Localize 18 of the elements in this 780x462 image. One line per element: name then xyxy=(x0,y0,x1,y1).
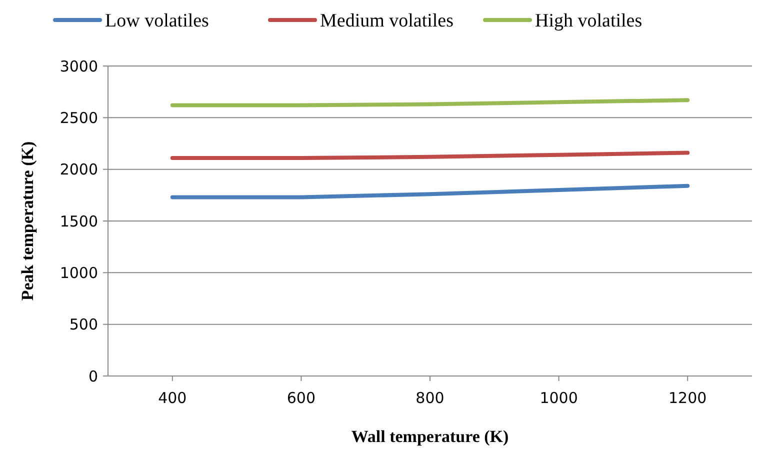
legend-label: Low volatiles xyxy=(105,10,209,32)
y-tick-label: 1000 xyxy=(60,264,98,282)
x-axis-title: Wall temperature (K) xyxy=(351,427,509,446)
x-tick-label: 400 xyxy=(158,389,187,407)
y-tick-label: 500 xyxy=(69,316,98,334)
y-tick-label: 2000 xyxy=(60,160,98,179)
y-axis-title: Peak temperature (K) xyxy=(18,141,37,301)
y-tick-label: 3000 xyxy=(60,57,98,76)
legend-label: High volatiles xyxy=(535,10,642,32)
x-tick-label: 1200 xyxy=(668,389,707,407)
x-tick-label: 600 xyxy=(286,389,316,407)
legend-label: Medium volatiles xyxy=(320,10,454,32)
y-tick-label: 1500 xyxy=(60,212,98,230)
line-series xyxy=(170,184,690,200)
y-tick-label: 0 xyxy=(88,367,98,386)
x-tick-label: 800 xyxy=(416,389,444,407)
x-tick-label: 1000 xyxy=(540,389,578,407)
y-tick-label: 2500 xyxy=(60,108,98,127)
